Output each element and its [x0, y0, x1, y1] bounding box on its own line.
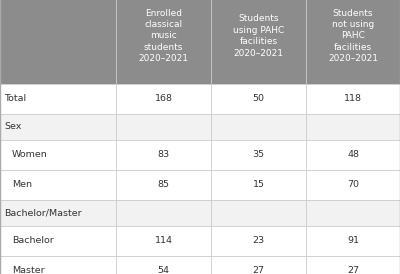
Text: Enrolled
classical
music
students
2020–2021: Enrolled classical music students 2020–2…	[138, 8, 188, 63]
Text: 27: 27	[347, 266, 359, 274]
Bar	[211, 0, 306, 84]
Bar	[306, 139, 400, 170]
Bar	[0, 226, 116, 255]
Text: Bachelor: Bachelor	[12, 236, 54, 245]
Bar	[211, 199, 306, 226]
Text: 83: 83	[158, 150, 170, 159]
Bar	[0, 255, 116, 274]
Bar	[0, 113, 116, 139]
Bar	[211, 113, 306, 139]
Bar	[116, 226, 211, 255]
Bar	[0, 170, 116, 199]
Bar	[0, 139, 116, 170]
Bar	[0, 199, 116, 226]
Text: 91: 91	[347, 236, 359, 245]
Bar	[116, 84, 211, 113]
Bar	[116, 199, 211, 226]
Text: 27: 27	[252, 266, 264, 274]
Text: Students
not using
PAHC
facilities
2020–2021: Students not using PAHC facilities 2020–…	[328, 8, 378, 63]
Bar	[306, 84, 400, 113]
Bar	[0, 84, 116, 113]
Bar	[116, 170, 211, 199]
Text: 23: 23	[252, 236, 264, 245]
Bar	[306, 0, 400, 84]
Bar	[211, 255, 306, 274]
Text: Master: Master	[12, 266, 45, 274]
Bar	[211, 139, 306, 170]
Text: 54: 54	[158, 266, 170, 274]
Bar	[0, 0, 116, 84]
Text: 114: 114	[154, 236, 172, 245]
Text: 50: 50	[252, 94, 264, 103]
Bar	[116, 139, 211, 170]
Bar	[306, 113, 400, 139]
Bar	[116, 255, 211, 274]
Bar	[306, 170, 400, 199]
Text: 118: 118	[344, 94, 362, 103]
Text: 35: 35	[252, 150, 264, 159]
Text: Men: Men	[12, 180, 32, 189]
Bar	[211, 84, 306, 113]
Bar	[306, 199, 400, 226]
Bar	[116, 113, 211, 139]
Text: Bachelor/Master: Bachelor/Master	[4, 208, 82, 217]
Text: 48: 48	[347, 150, 359, 159]
Text: 85: 85	[158, 180, 170, 189]
Bar	[211, 226, 306, 255]
Text: 168: 168	[154, 94, 172, 103]
Bar	[306, 226, 400, 255]
Text: 15: 15	[252, 180, 264, 189]
Bar	[116, 0, 211, 84]
Text: Sex: Sex	[4, 122, 21, 131]
Text: Women: Women	[12, 150, 48, 159]
Bar	[211, 170, 306, 199]
Text: Total: Total	[4, 94, 26, 103]
Bar	[306, 255, 400, 274]
Text: 70: 70	[347, 180, 359, 189]
Text: Students
using PAHC
facilities
2020–2021: Students using PAHC facilities 2020–2021	[233, 14, 284, 58]
